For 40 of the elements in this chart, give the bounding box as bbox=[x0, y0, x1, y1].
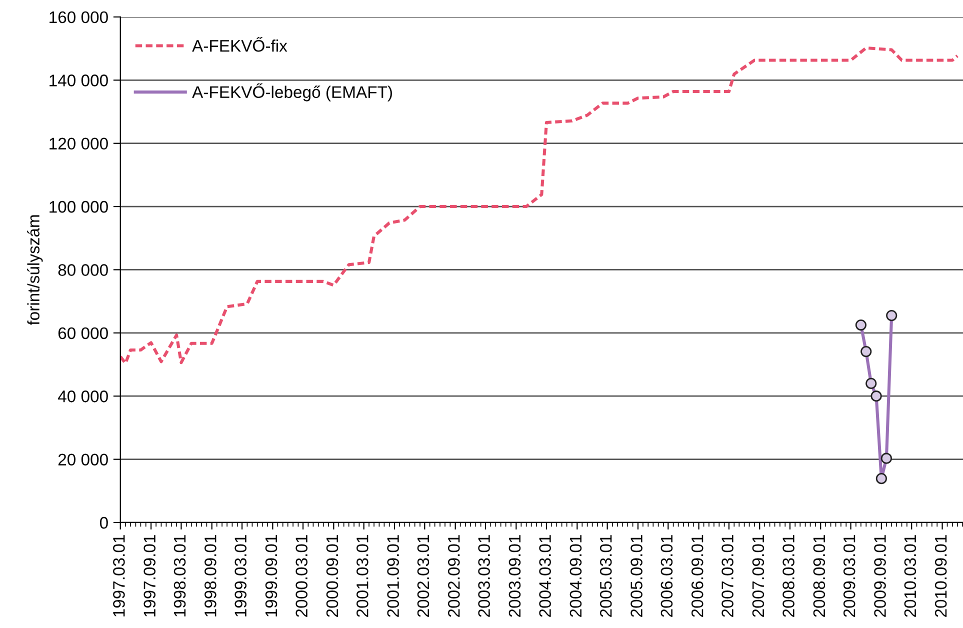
x-tick-label: 2008.03.01 bbox=[782, 535, 794, 617]
x-tick-label: 2009.03.01 bbox=[843, 535, 856, 617]
x-tick-label: 2010.09.01 bbox=[934, 535, 947, 617]
x-tick-label: 2003.09.01 bbox=[508, 535, 521, 617]
y-tick-label: 0 bbox=[100, 516, 108, 529]
x-tick-label: 2004.03.01 bbox=[539, 535, 551, 617]
x-tick-label: 2001.03.01 bbox=[356, 535, 368, 617]
x-tick-label: 2006.09.01 bbox=[691, 535, 704, 617]
x-tick-label: 2002.03.01 bbox=[417, 535, 430, 617]
x-tick-label: 2007.09.01 bbox=[752, 535, 764, 617]
x-tick-label: 2003.03.01 bbox=[478, 535, 490, 617]
x-tick-label: 2005.09.01 bbox=[630, 535, 642, 617]
x-tick-label: 1997.03.01 bbox=[113, 535, 125, 616]
legend-label: A-FEKVŐ-lebegő (EMAFT) bbox=[192, 83, 392, 102]
y-tick-label: 120 000 bbox=[50, 138, 108, 150]
x-tick-label: 2006.03.01 bbox=[660, 535, 673, 617]
y-axis-title: forint/súlyszám bbox=[27, 215, 43, 326]
y-tick-label: 40 000 bbox=[58, 390, 108, 402]
x-tick-label: 1998.03.01 bbox=[174, 535, 186, 616]
x-tick-label: 1997.09.01 bbox=[144, 535, 156, 616]
y-tick-label: 20 000 bbox=[58, 454, 108, 466]
x-tick-label: 1998.09.01 bbox=[204, 535, 216, 616]
x-tick-label: 2010.03.01 bbox=[904, 535, 916, 617]
legend-label: A-FEKVŐ-fix bbox=[192, 37, 288, 52]
y-tick-label: 100 000 bbox=[50, 200, 108, 213]
x-tick-label: 2007.03.01 bbox=[722, 535, 734, 617]
x-tick-label: 2005.03.01 bbox=[600, 535, 612, 617]
x-tick-label: 2002.09.01 bbox=[448, 535, 460, 617]
x-tick-label: 1999.03.01 bbox=[234, 535, 246, 616]
x-tick-label: 2004.09.01 bbox=[570, 535, 582, 617]
y-tick-label: 80 000 bbox=[58, 264, 108, 276]
y-tick-label: 160 000 bbox=[50, 11, 108, 24]
x-tick-label: 2001.09.01 bbox=[387, 535, 399, 617]
x-tick-label: 1999.09.01 bbox=[265, 535, 278, 616]
y-tick-label: 140 000 bbox=[50, 74, 108, 86]
x-tick-label: 2008.09.01 bbox=[813, 535, 826, 617]
x-tick-label: 2009.09.01 bbox=[874, 535, 886, 617]
x-tick-label: 2000.03.01 bbox=[296, 535, 308, 617]
x-tick-label: 2000.09.01 bbox=[326, 535, 338, 617]
y-tick-label: 60 000 bbox=[58, 327, 108, 340]
